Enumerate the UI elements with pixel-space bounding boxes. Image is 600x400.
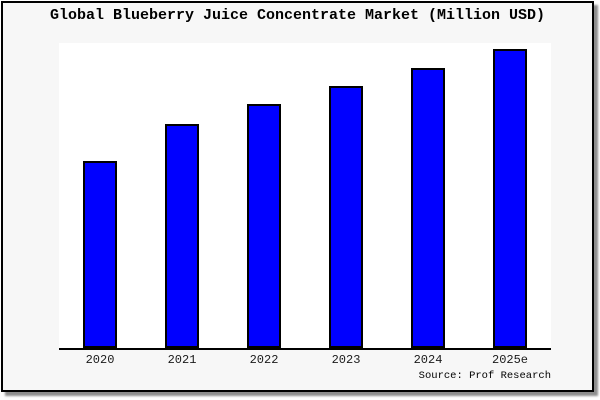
x-tick-label-2025e: 2025e [491,353,529,367]
bar-2025e [493,49,527,348]
x-tick-label-2024: 2024 [413,353,443,367]
x-tick-label-2020: 2020 [85,353,115,367]
chart-card: Global Blueberry Juice Concentrate Marke… [1,1,594,392]
plot-area [59,43,551,350]
bar-2023 [329,86,363,348]
bar-2020 [83,161,117,348]
x-tick-label-2021: 2021 [167,353,197,367]
source-attribution: Source: Prof Research [418,370,551,382]
bar-2021 [165,124,199,348]
x-axis-tick-labels: 2020 2021 2022 2023 2024 2025e [59,353,551,369]
bar-2024 [411,68,445,348]
chart-title: Global Blueberry Juice Concentrate Marke… [49,7,546,24]
x-tick-label-2023: 2023 [331,353,361,367]
x-tick-label-2022: 2022 [249,353,279,367]
bar-2022 [247,104,281,348]
